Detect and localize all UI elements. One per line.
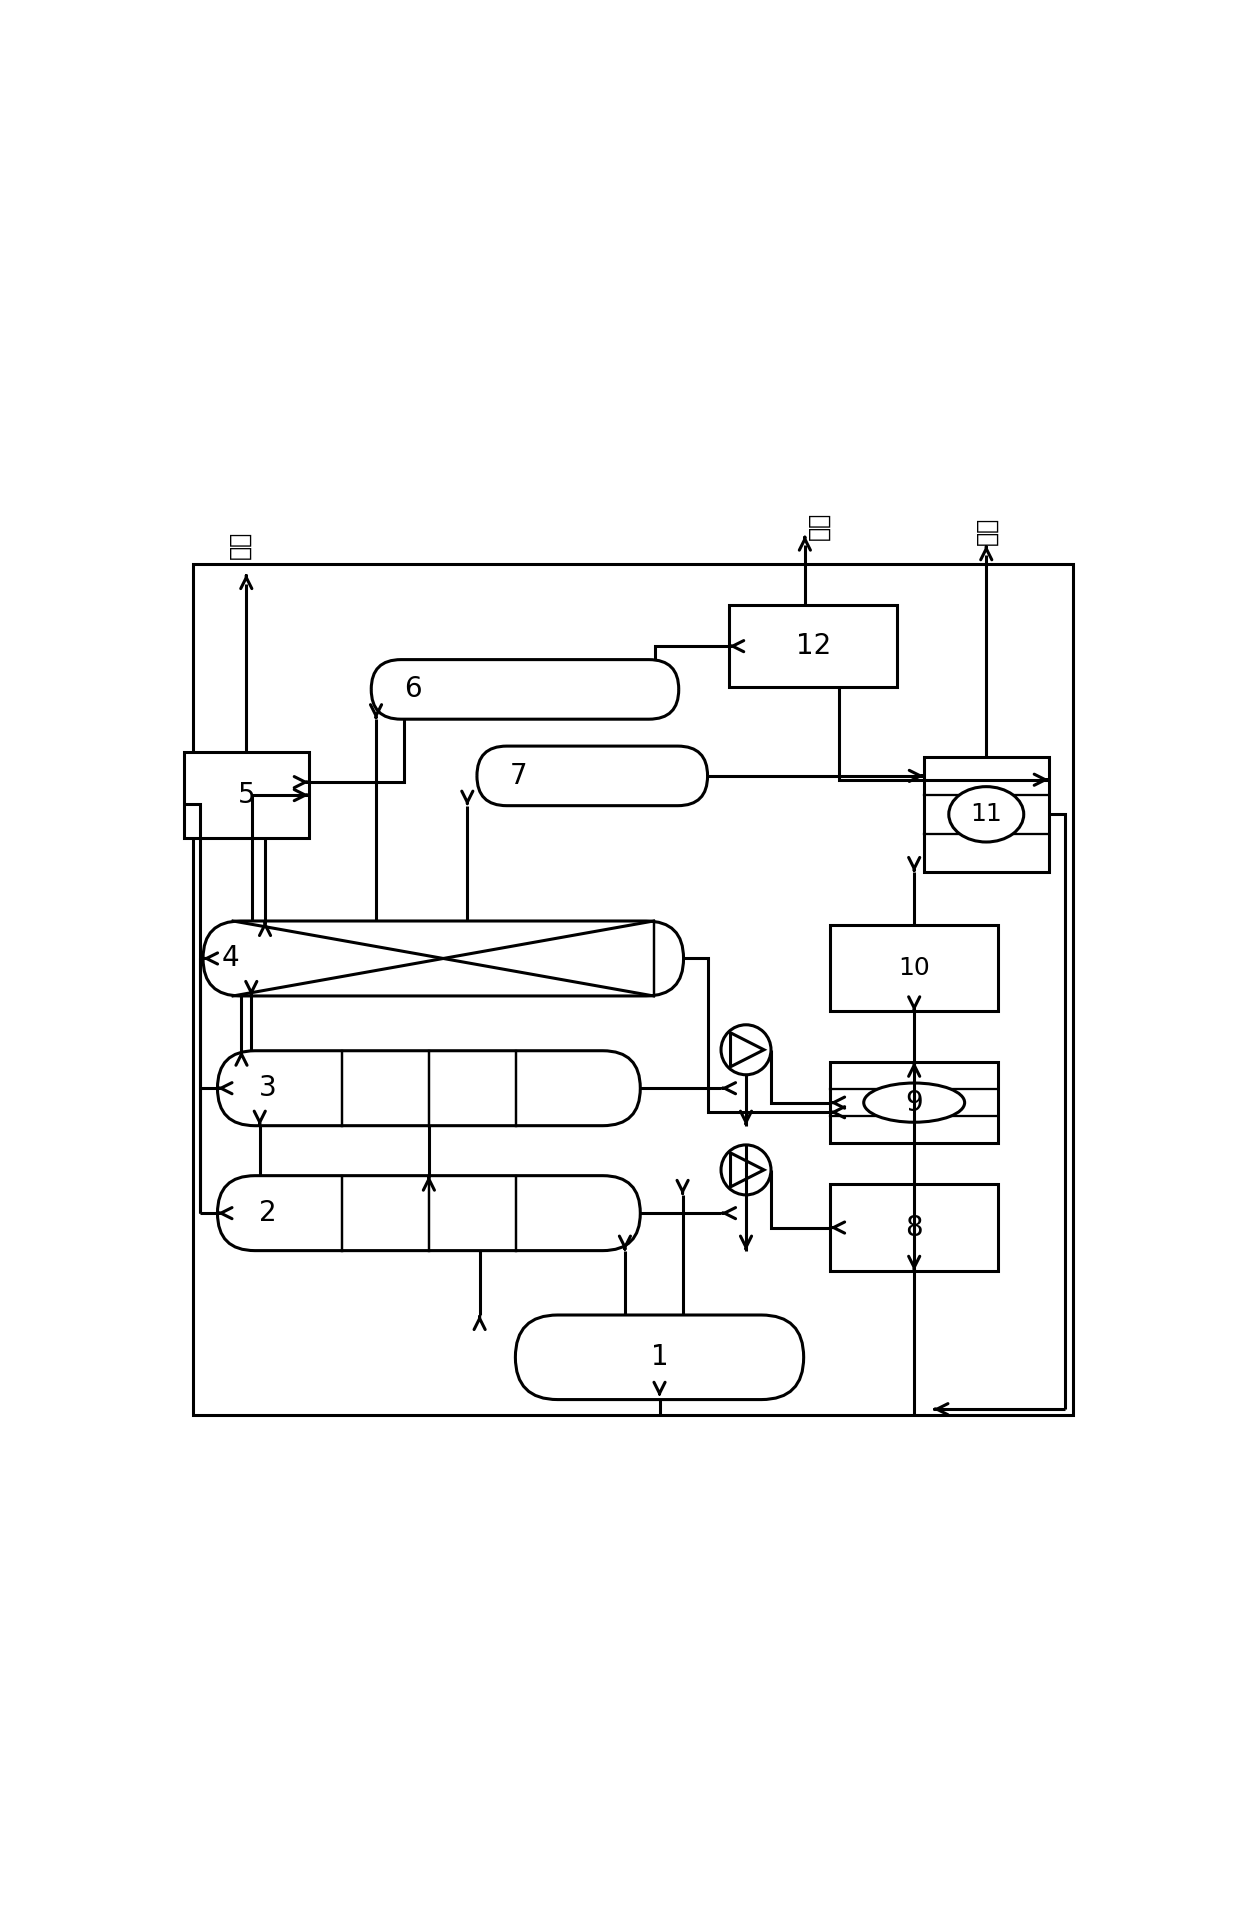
Bar — [184, 751, 309, 838]
Bar — [729, 606, 898, 686]
Text: 8: 8 — [905, 1213, 923, 1242]
Polygon shape — [730, 1152, 764, 1187]
Text: 6: 6 — [404, 675, 422, 704]
Bar — [830, 1185, 998, 1271]
FancyBboxPatch shape — [217, 1175, 640, 1250]
Polygon shape — [730, 1033, 764, 1066]
Text: 4: 4 — [222, 945, 239, 972]
Bar — [924, 757, 1049, 872]
Bar — [830, 1062, 998, 1143]
FancyBboxPatch shape — [516, 1315, 804, 1399]
Ellipse shape — [864, 1083, 965, 1121]
FancyBboxPatch shape — [217, 1051, 640, 1125]
Bar — [193, 564, 1073, 1415]
FancyBboxPatch shape — [371, 659, 678, 719]
Circle shape — [720, 1026, 771, 1075]
Text: 污水: 污水 — [806, 512, 830, 541]
Text: 12: 12 — [796, 633, 831, 659]
Text: 5: 5 — [238, 780, 255, 809]
Text: 尾气: 尾气 — [228, 531, 252, 560]
Bar — [830, 924, 998, 1012]
Text: 9: 9 — [905, 1089, 923, 1116]
Text: 1: 1 — [651, 1344, 668, 1371]
Text: 7: 7 — [510, 761, 527, 790]
Circle shape — [720, 1144, 771, 1194]
Ellipse shape — [949, 786, 1024, 842]
Text: 3: 3 — [259, 1074, 277, 1102]
Text: 产品: 产品 — [975, 518, 998, 544]
Text: 11: 11 — [971, 803, 1002, 826]
Text: 10: 10 — [898, 957, 930, 980]
FancyBboxPatch shape — [477, 746, 708, 805]
Text: 2: 2 — [259, 1200, 277, 1227]
FancyBboxPatch shape — [203, 920, 683, 997]
